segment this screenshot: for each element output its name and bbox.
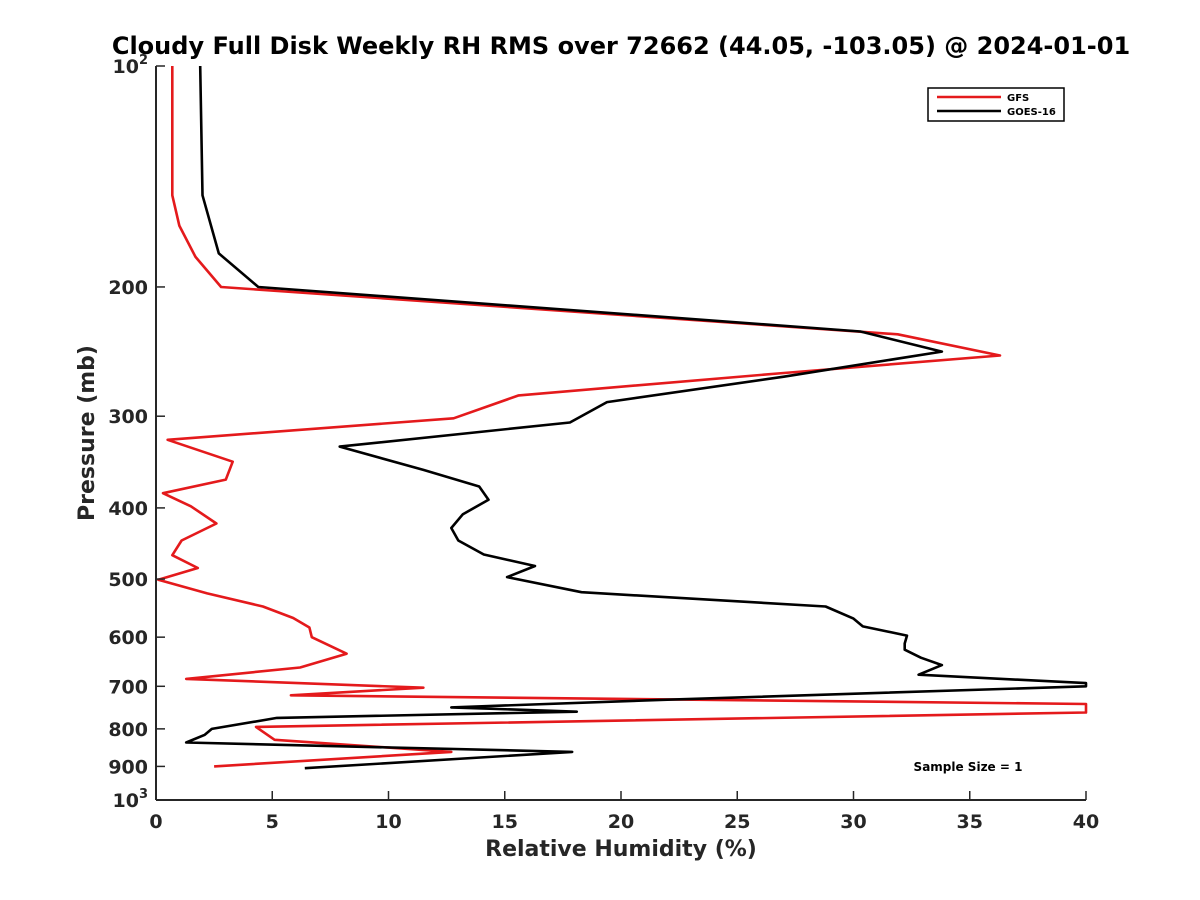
y-tick-label: 500 bbox=[108, 569, 148, 591]
y-tick-label: 800 bbox=[108, 719, 148, 741]
series-layer bbox=[157, 65, 1088, 770]
legend-box bbox=[927, 87, 1065, 122]
y-tick-label: 600 bbox=[108, 627, 148, 649]
y-tick-label: 300 bbox=[108, 406, 148, 428]
y-tick-label: 400 bbox=[108, 498, 148, 520]
x-tick-label: 35 bbox=[957, 811, 983, 833]
series-line-gfs bbox=[157, 66, 1088, 768]
y-tick-label: 102 bbox=[113, 53, 149, 78]
y-tick-label: 200 bbox=[108, 277, 148, 299]
x-tick-label: 25 bbox=[724, 811, 750, 833]
y-tick-label: 900 bbox=[108, 756, 148, 778]
x-tick-label: 5 bbox=[266, 811, 279, 833]
series-line-goes-16 bbox=[184, 65, 1088, 770]
x-tick-label: 0 bbox=[149, 811, 162, 833]
legend: GFS GOES-16 bbox=[927, 87, 1065, 122]
x-axis-label: Relative Humidity (%) bbox=[485, 837, 757, 862]
x-tick-label: 30 bbox=[840, 811, 866, 833]
x-ticks: 0 5 10 15 20 25 30 35 40 bbox=[149, 791, 1099, 833]
y-ticks: 102 200 300 400 500 600 700 800 900 103 bbox=[108, 53, 165, 812]
legend-label-goes16: GOES-16 bbox=[1007, 107, 1056, 118]
x-tick-label: 10 bbox=[375, 811, 401, 833]
y-tick-label: 103 bbox=[113, 787, 149, 812]
sample-size-annotation: Sample Size = 1 bbox=[914, 760, 1023, 774]
y-axis-label: Pressure (mb) bbox=[75, 345, 100, 521]
legend-label-gfs: GFS bbox=[1007, 93, 1029, 104]
x-tick-label: 40 bbox=[1073, 811, 1099, 833]
y-tick-label: 700 bbox=[108, 676, 148, 698]
chart-title: Cloudy Full Disk Weekly RH RMS over 7266… bbox=[112, 32, 1130, 60]
x-tick-label: 20 bbox=[608, 811, 634, 833]
x-tick-label: 15 bbox=[492, 811, 518, 833]
